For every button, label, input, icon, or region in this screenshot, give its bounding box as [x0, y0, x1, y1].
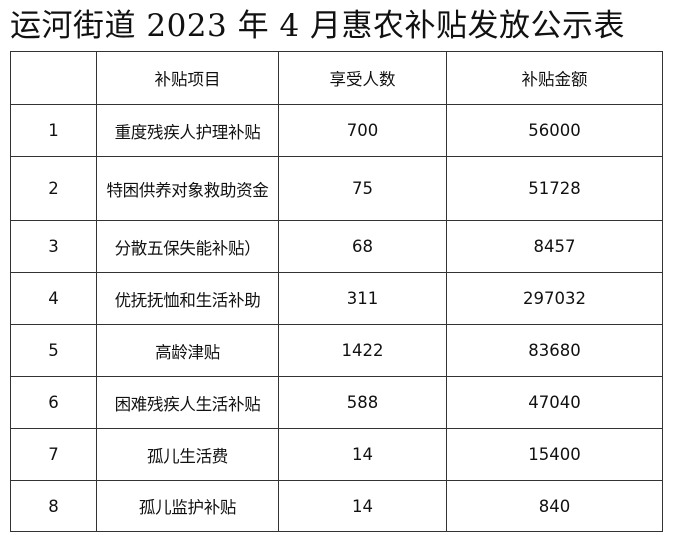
cell-amount: 56000	[446, 104, 663, 157]
cell-no: 4	[10, 272, 97, 325]
table-row: 6 困难残疾人生活补贴 588 47040	[10, 376, 663, 429]
cell-people: 14	[278, 480, 447, 532]
cell-no: 3	[10, 220, 97, 273]
cell-item: 分散五保失能补贴）	[96, 220, 279, 273]
table-row: 4 优抚抚恤和生活补助 311 297032	[10, 272, 663, 325]
cell-no: 7	[10, 428, 97, 481]
header-cell-amount: 补贴金额	[446, 51, 663, 105]
table-row: 2 特困供养对象救助资金 75 51728	[10, 156, 663, 221]
cell-no: 2	[10, 156, 97, 221]
cell-item: 优抚抚恤和生活补助	[96, 272, 279, 325]
cell-item: 重度残疾人护理补贴	[96, 104, 279, 157]
cell-people: 75	[278, 156, 447, 221]
table-row: 5 高龄津贴 1422 83680	[10, 324, 663, 377]
cell-people: 14	[278, 428, 447, 481]
table-row: 7 孤儿生活费 14 15400	[10, 428, 663, 481]
cell-amount: 83680	[446, 324, 663, 377]
header-cell-people: 享受人数	[278, 51, 447, 105]
header-cell-item: 补贴项目	[96, 51, 279, 105]
table-row: 8 孤儿监护补贴 14 840	[10, 480, 663, 532]
header-cell-no	[10, 51, 97, 105]
cell-no: 5	[10, 324, 97, 377]
cell-people: 311	[278, 272, 447, 325]
cell-item: 特困供养对象救助资金	[96, 156, 279, 221]
cell-no: 8	[10, 480, 97, 532]
cell-amount: 51728	[446, 156, 663, 221]
cell-amount: 47040	[446, 376, 663, 429]
cell-no: 6	[10, 376, 97, 429]
cell-amount: 8457	[446, 220, 663, 273]
cell-amount: 15400	[446, 428, 663, 481]
cell-amount: 840	[446, 480, 663, 532]
cell-amount: 297032	[446, 272, 663, 325]
cell-people: 1422	[278, 324, 447, 377]
subsidy-table: 补贴项目 享受人数 补贴金额 1 重度残疾人护理补贴 700 56000 2 特…	[10, 51, 663, 532]
cell-no: 1	[10, 104, 97, 157]
cell-people: 700	[278, 104, 447, 157]
table-row: 1 重度残疾人护理补贴 700 56000	[10, 104, 663, 157]
page-title: 运河街道 2023 年 4 月惠农补贴发放公示表	[10, 8, 626, 44]
table-row: 3 分散五保失能补贴） 68 8457	[10, 220, 663, 273]
table-header-row: 补贴项目 享受人数 补贴金额	[10, 51, 663, 105]
cell-item: 高龄津贴	[96, 324, 279, 377]
cell-item: 孤儿监护补贴	[96, 480, 279, 532]
cell-item: 孤儿生活费	[96, 428, 279, 481]
cell-people: 588	[278, 376, 447, 429]
cell-people: 68	[278, 220, 447, 273]
cell-item: 困难残疾人生活补贴	[96, 376, 279, 429]
